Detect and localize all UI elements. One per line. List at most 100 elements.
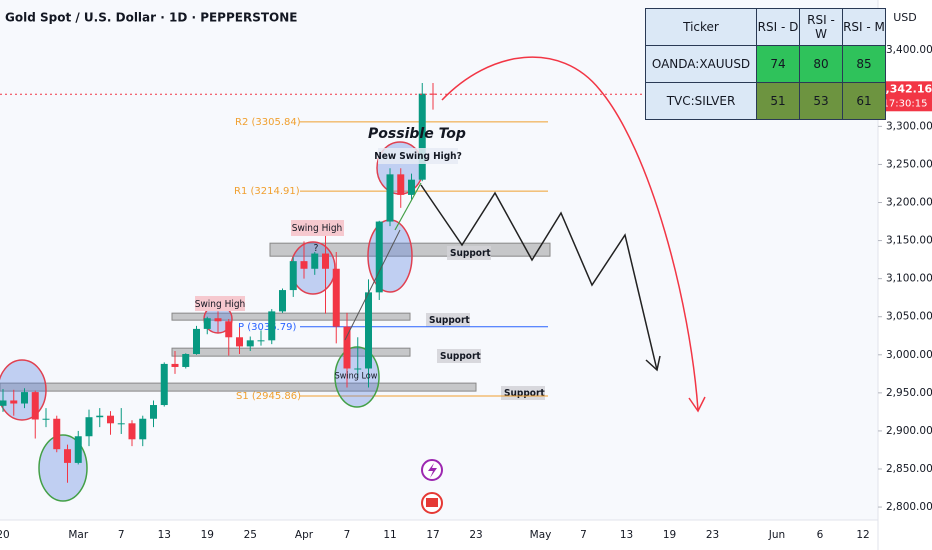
pivot-label: R2 (3305.84) (235, 117, 301, 128)
arrow-head (688, 396, 706, 413)
table-cell: 61 (842, 82, 886, 120)
table-cell: OANDA:XAUUSD (645, 45, 757, 83)
annotation: Possible Top (368, 126, 466, 142)
candle-body (311, 253, 319, 269)
candle-body (107, 415, 114, 424)
projection-curve (441, 56, 699, 411)
x-tick-label: 19 (663, 529, 676, 541)
candle-body (96, 415, 104, 418)
table-cell: 53 (799, 82, 843, 120)
table-cell: RSI - W (799, 8, 843, 46)
candle-body (53, 418, 61, 450)
zone-label: Support (450, 248, 491, 259)
candle-body (203, 318, 211, 329)
table-cell: 85 (842, 45, 886, 83)
candle-body (408, 179, 415, 195)
candle-body (375, 221, 383, 293)
drawings (344, 56, 706, 413)
table-cell: TVC:SILVER (645, 82, 757, 120)
x-tick-label: 20 (0, 529, 10, 541)
candle-body (139, 418, 147, 440)
y-axis-label: USD (893, 11, 917, 24)
y-tick-label: 2,800.00 (886, 501, 932, 513)
zones: Support Support Support Support (0, 242, 551, 400)
candle-body (365, 292, 372, 369)
y-tick-label: 3,250.00 (886, 158, 932, 170)
candle-body (418, 93, 426, 180)
candle-body (31, 392, 39, 420)
candle-body (42, 418, 50, 420)
table-cell: 74 (756, 45, 800, 83)
candle-body (214, 318, 222, 322)
candle-body (279, 290, 286, 312)
x-tick-label: 7 (580, 529, 587, 541)
zone-label: Support (440, 351, 481, 362)
candles (0, 82, 437, 483)
x-tick-label: May (530, 529, 552, 541)
annotation: Swing High (292, 223, 343, 234)
event-icons (421, 459, 443, 514)
x-tick-label: Mar (68, 529, 88, 541)
candle-body (429, 93, 437, 95)
y-tick-label: 3,300.00 (886, 120, 932, 132)
arrow-head (645, 355, 661, 372)
projection-path (420, 184, 658, 371)
x-tick-label: 6 (817, 529, 824, 541)
candle-body (246, 340, 254, 347)
table-row: OANDA:XAUUSD 74 80 85 (645, 45, 886, 83)
candle-body (322, 253, 329, 269)
event-icon (428, 463, 437, 478)
x-axis: 20 Mar 7 13 19 25 Apr 7 11 17 23 May 7 13 19 23 Jun 6 12 (0, 529, 870, 541)
annotation: Swing Low (335, 372, 378, 382)
candle-body (300, 261, 308, 269)
y-tick-label: 2,900.00 (886, 425, 932, 437)
candle-body (182, 354, 190, 367)
table-cell: 80 (799, 45, 843, 83)
y-tick-label: 3,150.00 (886, 235, 932, 247)
rsi-table: Ticker RSI - D RSI - W RSI - M OANDA:XAUUSD 7… (645, 8, 886, 120)
candle-body (160, 363, 168, 406)
annotation-bg (195, 296, 245, 311)
x-tick-label: 11 (383, 529, 396, 541)
annotation: New Swing High? (374, 151, 462, 162)
candle-body (64, 449, 71, 463)
table-row: TVC:SILVER 51 53 61 (645, 82, 886, 120)
candle-body (21, 392, 28, 404)
candle-body (117, 423, 125, 425)
support-zone (171, 312, 411, 321)
table-cell: RSI - M (842, 8, 886, 46)
zone-label: Support (504, 388, 545, 399)
y-tick-label: 3,050.00 (886, 311, 932, 323)
x-tick-label: Apr (295, 529, 314, 541)
annotations: Possible Top New Swing High? Swing High … (195, 126, 466, 382)
candle-body (74, 436, 82, 463)
candle-body (128, 423, 136, 440)
table-cell: Ticker (645, 8, 757, 46)
pivot-label: S1 (2945.86) (236, 391, 301, 402)
x-tick-label: 13 (620, 529, 633, 541)
candle-body (289, 261, 297, 291)
y-tick-label: 2,850.00 (886, 463, 932, 475)
candle-body (257, 340, 265, 342)
table-cell: RSI - D (756, 8, 800, 46)
x-tick-label: 17 (426, 529, 439, 541)
table-cell: 51 (756, 82, 800, 120)
candle-body (332, 268, 340, 327)
candle-body (171, 363, 179, 367)
annotation: Swing High (195, 299, 246, 310)
x-tick-label: 25 (244, 529, 257, 541)
zone-label-bg (426, 313, 470, 327)
pivot-label: P (3036.79) (238, 322, 296, 333)
y-tick-label: 3,200.00 (886, 197, 932, 209)
x-tick-label: Jun (768, 529, 785, 541)
y-tick-label: 2,950.00 (886, 387, 932, 399)
x-tick-label: 7 (118, 529, 125, 541)
y-axis: 2,800.00 2,850.00 2,900.00 2,950.00 3,000.00… (878, 44, 932, 513)
annotation-bg (291, 220, 344, 236)
x-tick-label: 13 (158, 529, 171, 541)
y-tick-label: 3,400.00 (886, 44, 932, 56)
zone-label: Support (429, 315, 470, 326)
last-price-box (878, 81, 932, 112)
y-tick-label: 3,100.00 (886, 273, 932, 285)
